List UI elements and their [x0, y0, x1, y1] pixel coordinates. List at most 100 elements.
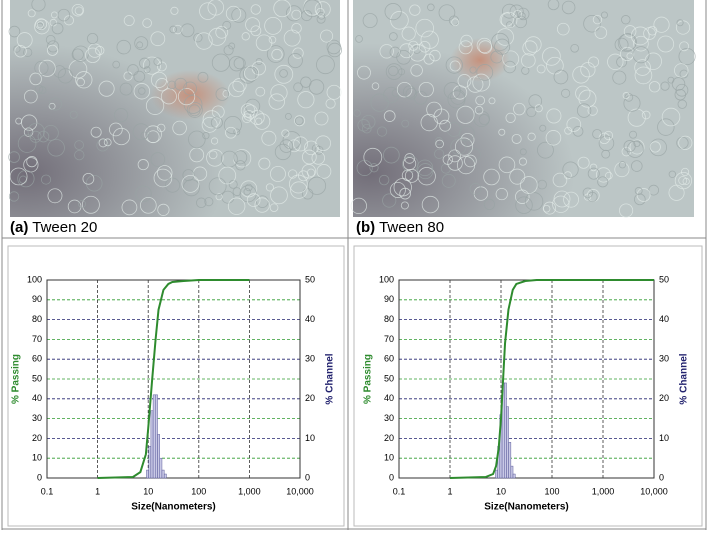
micrograph-shade	[353, 0, 694, 217]
cell	[85, 47, 101, 63]
cell	[116, 39, 131, 55]
bar	[510, 465, 514, 479]
cell	[134, 36, 149, 51]
cell	[49, 18, 58, 27]
cell	[588, 56, 600, 68]
cell	[630, 160, 643, 172]
cell	[243, 188, 251, 196]
cell	[442, 154, 453, 165]
cell	[491, 32, 510, 51]
cell	[676, 19, 684, 27]
cell	[34, 18, 50, 35]
cell	[483, 168, 500, 186]
cell	[438, 4, 456, 21]
cell	[382, 193, 397, 208]
cell	[660, 81, 670, 91]
cell	[399, 43, 415, 59]
cell	[469, 182, 482, 195]
cell	[225, 126, 237, 139]
cell	[294, 115, 306, 127]
cell	[150, 152, 166, 167]
cell	[458, 40, 473, 55]
cell	[355, 35, 363, 43]
cell	[511, 133, 522, 144]
cell	[325, 98, 336, 109]
cumulative-line	[449, 279, 654, 479]
cell	[674, 63, 689, 78]
cell	[144, 125, 162, 143]
cell	[643, 27, 656, 40]
bar	[161, 469, 165, 479]
y-axis-title: % Passing	[11, 354, 22, 404]
cell	[233, 128, 241, 136]
y2-tick-label: 0	[305, 472, 310, 482]
cell	[34, 60, 49, 76]
cell	[291, 9, 302, 20]
plot-frame	[46, 279, 301, 479]
cell	[74, 6, 84, 16]
cell	[502, 50, 520, 68]
cell	[575, 85, 591, 102]
cell	[418, 40, 431, 53]
cell	[71, 4, 85, 17]
cell	[8, 25, 21, 38]
cell	[300, 76, 312, 88]
y-tick-label: 60	[32, 354, 42, 364]
bar	[512, 473, 516, 479]
cell	[82, 172, 95, 185]
cell	[17, 134, 37, 153]
cell	[474, 105, 484, 115]
cell	[597, 176, 609, 188]
cell	[266, 45, 285, 63]
cell	[75, 71, 93, 89]
cell	[674, 172, 693, 190]
cell	[86, 32, 99, 45]
cell	[626, 140, 644, 158]
cell	[519, 148, 527, 156]
cell	[667, 76, 675, 84]
cell	[140, 131, 148, 140]
cell	[17, 170, 35, 188]
cell	[316, 164, 332, 179]
y2-tick-label: 10	[305, 433, 315, 443]
cell	[421, 195, 440, 214]
cell	[518, 12, 526, 20]
cell	[370, 93, 389, 112]
x-tick-label: 100	[544, 486, 559, 496]
cell	[228, 80, 245, 98]
cell	[524, 192, 544, 211]
cell	[447, 90, 466, 109]
bar	[504, 382, 507, 479]
cell	[592, 129, 603, 140]
cell	[587, 167, 600, 180]
cell	[476, 37, 492, 54]
cell	[644, 52, 662, 70]
cell	[232, 187, 242, 197]
cell	[450, 138, 467, 155]
cell	[227, 197, 246, 215]
cell	[210, 137, 219, 145]
cell	[243, 109, 255, 121]
cell	[218, 166, 237, 185]
cell	[228, 42, 236, 50]
cell	[623, 140, 636, 153]
cell	[629, 130, 638, 139]
cell	[513, 9, 523, 20]
cell	[290, 181, 308, 199]
cell	[316, 14, 326, 24]
cell	[293, 136, 309, 152]
y-tick-label: 0	[389, 472, 394, 482]
cell	[527, 132, 536, 141]
cell	[87, 43, 102, 58]
cell	[434, 148, 445, 159]
cell	[678, 135, 693, 150]
cell	[429, 49, 441, 62]
cell	[69, 110, 78, 119]
cell	[210, 116, 223, 129]
cell	[177, 87, 196, 106]
cell	[250, 25, 262, 37]
cell	[326, 39, 342, 55]
cell	[356, 159, 373, 176]
cell	[281, 129, 290, 138]
cell	[314, 111, 329, 126]
